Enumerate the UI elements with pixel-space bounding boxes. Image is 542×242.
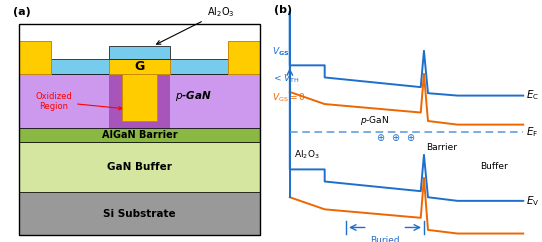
Text: $p$-GaN: $p$-GaN — [175, 89, 212, 103]
Bar — [19, 74, 260, 128]
Text: $V_\mathregular{GS} = 0$: $V_\mathregular{GS} = 0$ — [273, 92, 306, 104]
Text: Oxidized
Region: Oxidized Region — [35, 92, 122, 111]
Text: Si Substrate: Si Substrate — [104, 209, 176, 219]
Text: S: S — [31, 53, 39, 62]
Text: D: D — [240, 53, 249, 62]
Bar — [19, 24, 260, 235]
Bar — [19, 128, 260, 142]
Text: $< V_\mathregular{TH}$: $< V_\mathregular{TH}$ — [273, 73, 300, 85]
Text: Buried
$p$-Channel: Buried $p$-Channel — [362, 236, 409, 242]
Bar — [19, 142, 260, 192]
Text: $E_\mathregular{C}$: $E_\mathregular{C}$ — [526, 89, 539, 103]
Bar — [19, 41, 51, 74]
Text: Al$_2$O$_3$: Al$_2$O$_3$ — [294, 149, 320, 161]
Bar — [19, 59, 109, 74]
Bar — [170, 59, 260, 74]
Text: (b): (b) — [274, 5, 292, 15]
Text: $\oplus$: $\oplus$ — [391, 132, 401, 144]
Text: $E_\mathregular{V}$: $E_\mathregular{V}$ — [526, 194, 539, 208]
Text: Buffer: Buffer — [480, 162, 507, 172]
Text: AlGaN Barrier: AlGaN Barrier — [102, 130, 177, 140]
Bar — [109, 74, 170, 128]
Text: Al$_2$O$_3$: Al$_2$O$_3$ — [157, 5, 234, 44]
Bar — [19, 192, 260, 235]
Text: SiO$_2$: SiO$_2$ — [53, 60, 74, 73]
Bar — [109, 59, 170, 74]
Bar — [228, 41, 260, 74]
Text: $\oplus$: $\oplus$ — [406, 132, 415, 144]
Text: G: G — [134, 60, 145, 73]
Bar — [109, 46, 170, 59]
Text: (a): (a) — [14, 7, 31, 17]
Text: $p$-GaN: $p$-GaN — [360, 114, 389, 128]
Text: $E_\mathregular{F}$: $E_\mathregular{F}$ — [526, 125, 538, 139]
Text: Barrier: Barrier — [426, 143, 457, 152]
Text: GaN Buffer: GaN Buffer — [107, 162, 172, 172]
Bar — [122, 59, 157, 121]
Text: $V_\mathregular{GS}$: $V_\mathregular{GS}$ — [273, 45, 290, 58]
Text: $\oplus$: $\oplus$ — [376, 132, 386, 144]
